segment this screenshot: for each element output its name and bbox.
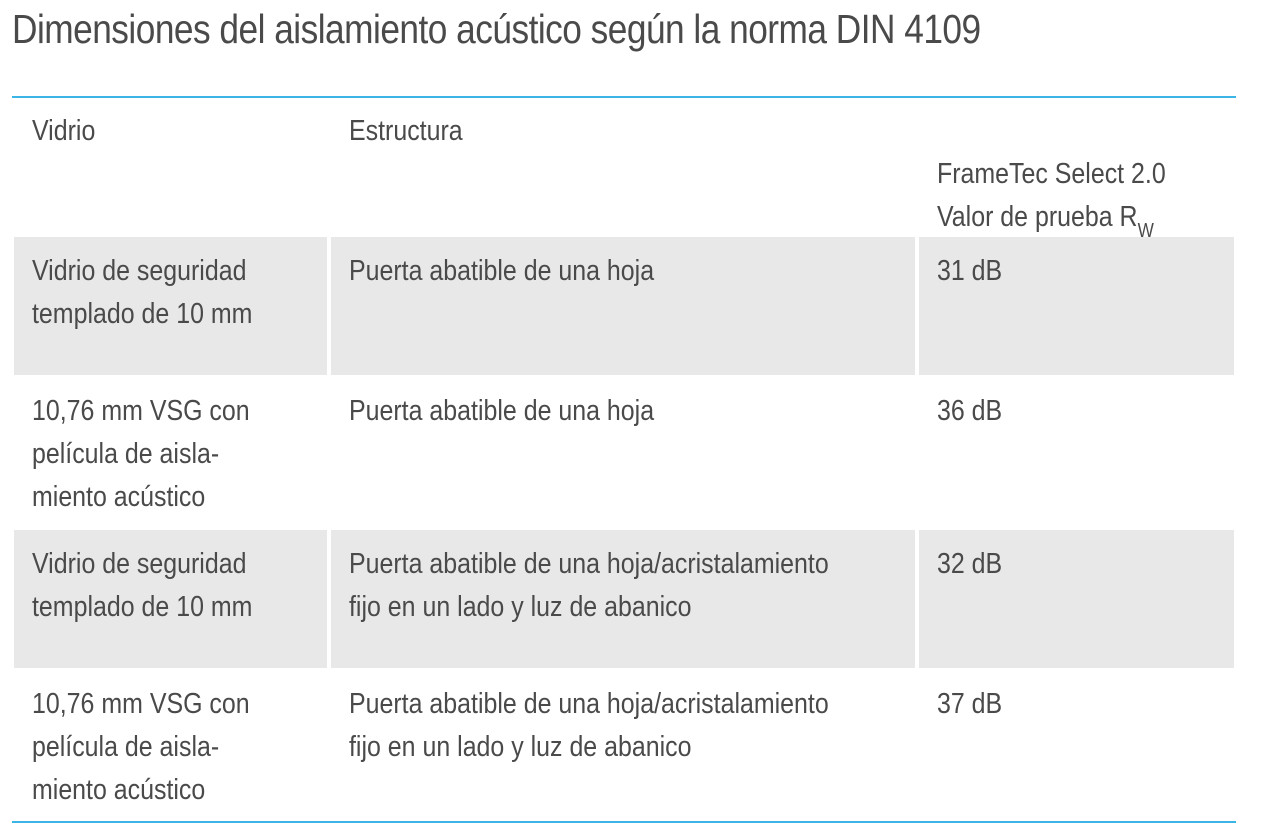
cell-glass: 10,76 mm VSG con película de aisla- mien… — [14, 670, 327, 820]
cell-value-text: 37 dB — [937, 688, 1003, 720]
cell-glass-text: Vidrio de seguridad templado de 10 mm — [32, 548, 253, 623]
cell-glass-text: 10,76 mm VSG con película de aisla- mien… — [32, 688, 250, 806]
cell-structure: Puerta abatible de una hoja/acristalamie… — [331, 530, 915, 668]
cell-value: 31 dB — [919, 237, 1234, 375]
cell-structure-text: Puerta abatible de una hoja — [349, 255, 655, 287]
table-row: 10,76 mm VSG con película de aisla- mien… — [14, 377, 1234, 527]
cell-glass-text: Vidrio de seguridad templado de 10 mm — [32, 255, 253, 330]
cell-glass: Vidrio de seguridad templado de 10 mm — [14, 530, 327, 668]
cell-value: 36 dB — [919, 377, 1234, 527]
cell-value-text: 36 dB — [937, 395, 1003, 427]
cell-value: 32 dB — [919, 530, 1234, 668]
header-value-test: Valor de prueba R — [937, 201, 1138, 233]
table-row: Vidrio de seguridad templado de 10 mm Pu… — [14, 530, 1234, 668]
cell-structure: Puerta abatible de una hoja — [331, 237, 915, 375]
header-cell-value: FrameTec Select 2.0 Valor de prueba RW — [919, 98, 1234, 241]
table-row: Vidrio de seguridad templado de 10 mm Pu… — [14, 237, 1234, 375]
header-value-subscript: W — [1137, 220, 1154, 242]
header-structure-label: Estructura — [349, 115, 463, 147]
cell-glass-text: 10,76 mm VSG con película de aisla- mien… — [32, 395, 250, 513]
header-glass-label: Vidrio — [32, 115, 96, 147]
cell-value-text: 31 dB — [937, 255, 1003, 287]
cell-glass: Vidrio de seguridad templado de 10 mm — [14, 237, 327, 375]
cell-structure: Puerta abatible de una hoja — [331, 377, 915, 527]
cell-glass: 10,76 mm VSG con película de aisla- mien… — [14, 377, 327, 527]
page-title: Dimensiones del aislamiento acústico seg… — [12, 6, 981, 52]
header-value-product: FrameTec Select 2.0 — [937, 158, 1166, 190]
header-cell-glass: Vidrio — [14, 98, 327, 232]
cell-value-text: 32 dB — [937, 548, 1003, 580]
cell-structure: Puerta abatible de una hoja/acristalamie… — [331, 670, 915, 820]
table-header-row: Vidrio Estructura FrameTec Select 2.0 Val… — [14, 98, 1234, 241]
table-top-rule — [12, 96, 1236, 98]
cell-structure-text: Puerta abatible de una hoja — [349, 395, 655, 427]
cell-structure-text: Puerta abatible de una hoja/acristalamie… — [349, 688, 829, 763]
header-value-label: FrameTec Select 2.0 Valor de prueba RW — [937, 110, 1192, 242]
table-row: 10,76 mm VSG con película de aisla- mien… — [14, 670, 1234, 820]
header-cell-structure: Estructura — [331, 98, 915, 232]
table-bottom-rule — [12, 821, 1236, 823]
cell-structure-text: Puerta abatible de una hoja/acristalamie… — [349, 548, 829, 623]
cell-value: 37 dB — [919, 670, 1234, 820]
